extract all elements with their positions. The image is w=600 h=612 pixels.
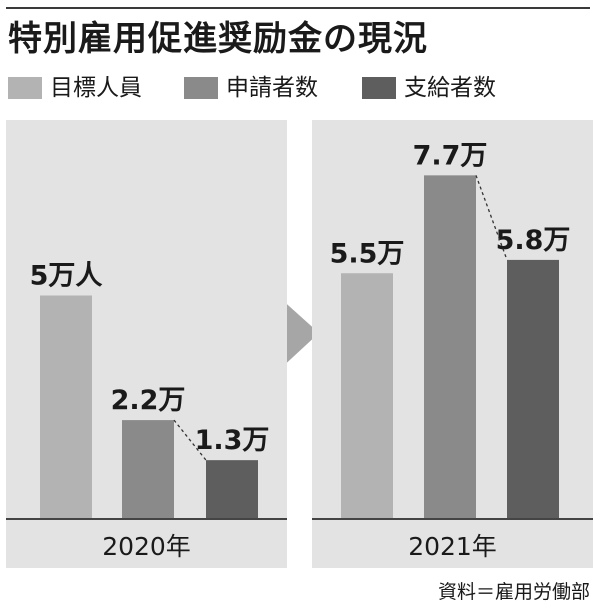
data-label: 5万人 (30, 261, 103, 292)
legend-label-target: 目標人員 (50, 75, 142, 101)
data-label: 1.3万 (195, 425, 270, 456)
legend-swatch-applicants (184, 77, 218, 99)
legend-label-applicants: 申請者数 (226, 75, 318, 101)
source-note: 資料＝雇用労働部 (437, 581, 590, 603)
legend-item-recipients: 支給者数 (362, 72, 496, 104)
legend-label-recipients: 支給者数 (404, 75, 496, 101)
x-tick-label: 2021年 (408, 532, 497, 561)
connector-line (173, 419, 207, 461)
bar (122, 420, 174, 518)
legend-swatch-recipients (362, 77, 396, 99)
bar (40, 295, 92, 518)
legend-item-target: 目標人員 (8, 72, 142, 104)
chart-title: 特別雇用促進奨励金の現況 (8, 19, 428, 59)
data-label: 5.8万 (496, 225, 571, 256)
legend-item-applicants: 申請者数 (184, 72, 318, 104)
bar (341, 273, 393, 518)
data-label: 7.7万 (413, 140, 488, 171)
data-label: 5.5万 (330, 238, 405, 269)
bar (507, 259, 559, 518)
transition-arrow (279, 297, 319, 370)
bar (206, 460, 258, 518)
top-rule (6, 7, 590, 9)
x-tick-label: 2020年 (102, 532, 191, 561)
legend-swatch-target (8, 77, 42, 99)
legend: 目標人員 申請者数 支給者数 (8, 72, 598, 104)
bar (424, 175, 476, 518)
data-label: 2.2万 (111, 385, 186, 416)
